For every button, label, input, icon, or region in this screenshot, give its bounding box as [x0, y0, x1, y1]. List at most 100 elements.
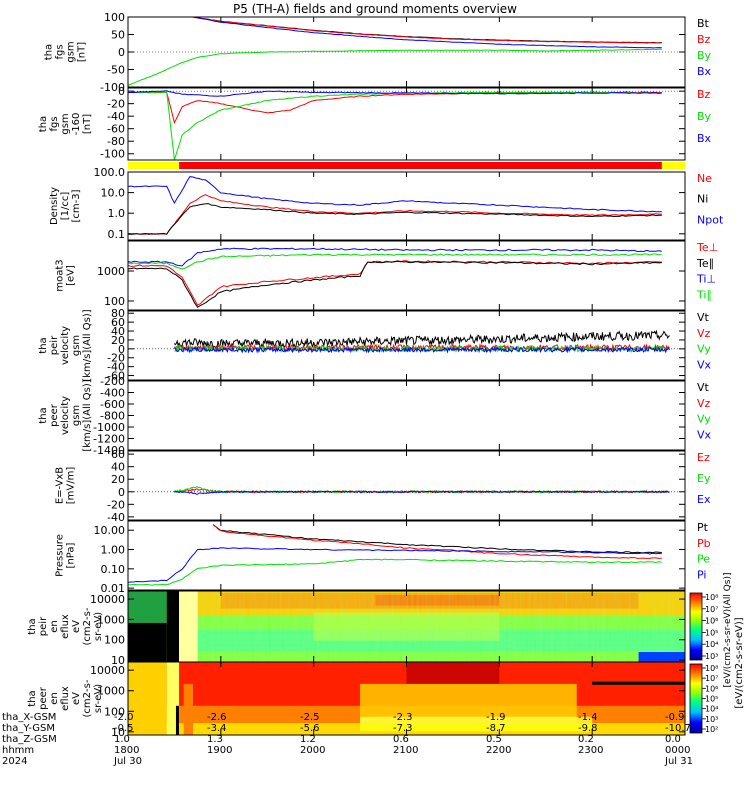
y-tick-label: -40	[107, 110, 125, 123]
y-tick-label: 10	[111, 726, 125, 739]
y-axis-label: E=-VxB	[55, 467, 66, 504]
legend-Npot: Npot	[697, 213, 724, 226]
series-Vt-line	[174, 329, 670, 350]
y-tick-label: 0	[118, 46, 125, 59]
panel-frame	[127, 380, 686, 451]
y-axis-label: -160	[71, 113, 82, 136]
y-tick-label: 100	[104, 295, 125, 308]
mode-bar-red	[179, 162, 662, 169]
y-tick-label: -1000	[93, 421, 125, 434]
chart-title: P5 (TH-A) fields and ground moments over…	[233, 2, 517, 16]
y-tick-label: -20	[107, 352, 125, 365]
y-axis-label: gsm	[66, 41, 77, 62]
series-Ti∥-line	[128, 253, 662, 270]
x-row-value: 1900	[207, 745, 233, 756]
y-tick-label: 1.00	[101, 544, 126, 557]
panel-1: 100 50 0 -50 -100 tha fgs gsm [nT] Bt Bz By Bx	[44, 11, 712, 94]
x-row-value: -10.7	[665, 723, 691, 734]
y-tick-label: 0.1	[108, 228, 126, 241]
y-axis-label: [1/cc]	[60, 192, 71, 221]
legend-Te⊥: Te⊥	[696, 241, 718, 254]
legend-Vy: Vy	[697, 343, 711, 356]
y-axis-label: [km/s](All Qs)]	[82, 309, 93, 381]
panel-frame	[127, 87, 686, 161]
x-row-value: Jul 30	[114, 756, 142, 767]
y-axis-label: gsm	[60, 113, 71, 134]
y-tick-label: -800	[100, 410, 125, 423]
legend-Ti⊥: Ti⊥	[696, 273, 716, 286]
y-axis-label: Density	[49, 187, 60, 225]
y-axis-label: peer	[49, 403, 60, 427]
y-axis-label: [nT]	[77, 42, 88, 62]
x-row-value: -5.6	[300, 723, 320, 734]
series-Vy-line	[174, 344, 670, 354]
legend-Bz: Bz	[697, 33, 711, 46]
y-tick-label: -100	[100, 81, 125, 94]
series-Pb-line	[212, 524, 662, 559]
y-axis-label: peir	[49, 335, 60, 355]
y-axis-label: en	[49, 620, 60, 633]
series-Bx-line	[192, 17, 662, 49]
colorbar-tick-label: 10⁸	[705, 664, 718, 673]
legend-Ez: Ez	[697, 451, 710, 464]
legend-Vz: Vz	[697, 397, 711, 410]
y-axis-label: tha	[27, 690, 38, 706]
y-tick-label: 0.10	[101, 563, 126, 576]
x-row-label: hhmm	[2, 745, 35, 756]
x-row-value: 0.0	[665, 734, 681, 745]
y-tick-label: 1.0	[108, 207, 126, 220]
y-axis-label: tha	[38, 116, 49, 132]
panel-6: -200-400-600-800-1000-1200-1400 tha peer ve…	[38, 375, 712, 457]
legend-Ex: Ex	[697, 493, 711, 506]
y-tick-label: 60	[111, 448, 125, 461]
y-tick-label: -40	[107, 511, 125, 524]
legend-Pe: Pe	[697, 553, 710, 566]
y-axis-label: gsm	[71, 335, 82, 356]
y-axis-label: tha	[44, 44, 55, 60]
legend-By: By	[697, 110, 712, 123]
y-tick-label: 10	[111, 654, 125, 667]
x-row-label: tha_Z-GSM	[2, 734, 57, 745]
y-axis-label: (cm2-s-	[82, 679, 93, 717]
y-tick-label: 10.00	[94, 524, 126, 537]
panel-frame	[127, 171, 686, 241]
colorbar-tick-label: 10⁶	[705, 617, 718, 626]
colorbar-tick-label: 10³	[705, 652, 718, 661]
y-tick-label: -1200	[93, 433, 125, 446]
panel-frame	[127, 450, 686, 521]
panel-frame	[127, 240, 686, 311]
y-tick-label: 0	[118, 343, 125, 356]
y-axis-label: Pressure	[55, 534, 66, 577]
y-axis-label: velocity	[60, 396, 71, 435]
y-axis-label: en	[49, 692, 60, 705]
y-axis-label: peer	[38, 686, 49, 710]
x-row-value: 0.5	[486, 734, 502, 745]
series-By-line	[128, 48, 662, 86]
y-tick-label: -1400	[93, 444, 125, 457]
legend-Ey: Ey	[697, 472, 711, 485]
y-tick-label: 50	[111, 29, 125, 42]
legend-Ti∥: Ti∥	[696, 288, 712, 301]
y-axis-label: gsm	[71, 405, 82, 426]
y-tick-label: 100	[104, 634, 125, 647]
x-row-value: -1.9	[486, 712, 506, 723]
x-axis-labels: tha_X-GSM -2.0 -2.6 -2.5 -2.3 -1.9 -1.4 -0.9 tha…	[0, 708, 750, 800]
y-tick-label: -40	[107, 361, 125, 374]
colorbar-tick-label: 10²	[705, 725, 718, 734]
y-axis-label: peir	[38, 616, 49, 636]
colorbar-tick-label: 10⁷	[705, 674, 718, 683]
legend-Ni: Ni	[697, 193, 708, 206]
y-axis-label: [km/s](All Qs)]	[82, 379, 93, 451]
x-row-value: -1.4	[578, 712, 598, 723]
y-axis-label: [cm-3]	[71, 189, 82, 222]
x-row-value: 1.0	[114, 734, 130, 745]
x-row-value: Jul 31	[665, 756, 693, 767]
legend-Ne: Ne	[697, 172, 712, 185]
series-Pt-line	[212, 524, 662, 554]
y-tick-label: 100.0	[94, 166, 126, 179]
y-axis-label: [nT]	[82, 114, 93, 134]
panel-8: 10.00 1.00 0.10 0.01 Pressure [nPa] Pt Pb Pe Pi	[55, 520, 711, 595]
colorbar-tick-label: 10⁷	[705, 605, 718, 614]
